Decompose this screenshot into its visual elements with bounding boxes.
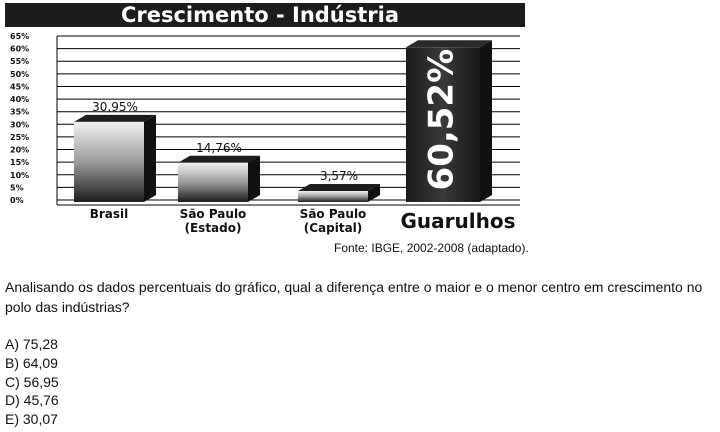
y-tick-label: 60% xyxy=(10,45,29,54)
y-tick-label: 55% xyxy=(10,57,29,66)
bar-side xyxy=(248,156,260,202)
bar-top xyxy=(74,115,156,122)
data-label: 60,52% xyxy=(422,49,462,191)
bar-top xyxy=(406,40,492,47)
y-tick-label: 10% xyxy=(10,171,29,180)
bar-top xyxy=(298,184,380,191)
x-category-label: Brasil xyxy=(90,207,129,221)
option-d[interactable]: D) 45,76 xyxy=(5,391,59,410)
y-tick-label: 0% xyxy=(10,196,24,205)
chart: Crescimento - Indústria 0% 5% 10% 15% 20% 25%… xyxy=(0,0,560,262)
bar-top xyxy=(178,156,260,163)
bar-chart: Crescimento - Indústria 0% 5% 10% 15% 20% 25%… xyxy=(0,0,560,262)
chart-title: Crescimento - Indústria xyxy=(121,3,399,27)
bar xyxy=(74,122,144,202)
option-a[interactable]: A) 75,28 xyxy=(5,335,59,354)
bar-side xyxy=(480,40,492,202)
y-tick-label: 35% xyxy=(10,108,29,117)
x-category-label: Guarulhos xyxy=(401,209,516,233)
y-tick-label: 15% xyxy=(10,158,29,167)
data-label: 14,76% xyxy=(196,141,242,155)
question-text: Analisando os dados percentuais do gráfi… xyxy=(5,277,715,317)
option-e[interactable]: E) 30,07 xyxy=(5,410,59,429)
y-tick-label: 20% xyxy=(10,146,29,155)
answer-options: A) 75,28 B) 64,09 C) 56,95 D) 45,76 E) 3… xyxy=(5,335,59,429)
x-category-label: São Paulo xyxy=(180,207,247,221)
y-tick-label: 30% xyxy=(10,120,29,129)
y-tick-label: 25% xyxy=(10,133,29,142)
chart-source: Fonte: IBGE, 2002-2008 (adaptado). xyxy=(334,241,529,255)
data-label: 3,57% xyxy=(320,169,358,183)
y-tick-label: 65% xyxy=(10,32,29,41)
x-category-label: (Estado) xyxy=(185,221,242,235)
y-tick-label: 45% xyxy=(10,82,29,91)
data-label: 30,95% xyxy=(92,100,138,114)
bar xyxy=(298,191,368,202)
y-tick-label: 5% xyxy=(10,183,24,192)
option-b[interactable]: B) 64,09 xyxy=(5,354,59,373)
x-category-label: (Capital) xyxy=(304,221,363,235)
y-tick-label: 50% xyxy=(10,70,29,79)
bar-side xyxy=(144,115,156,202)
bar xyxy=(178,163,248,202)
x-category-label: São Paulo xyxy=(300,207,367,221)
y-tick-label: 40% xyxy=(10,95,29,104)
option-c[interactable]: C) 56,95 xyxy=(5,373,59,392)
